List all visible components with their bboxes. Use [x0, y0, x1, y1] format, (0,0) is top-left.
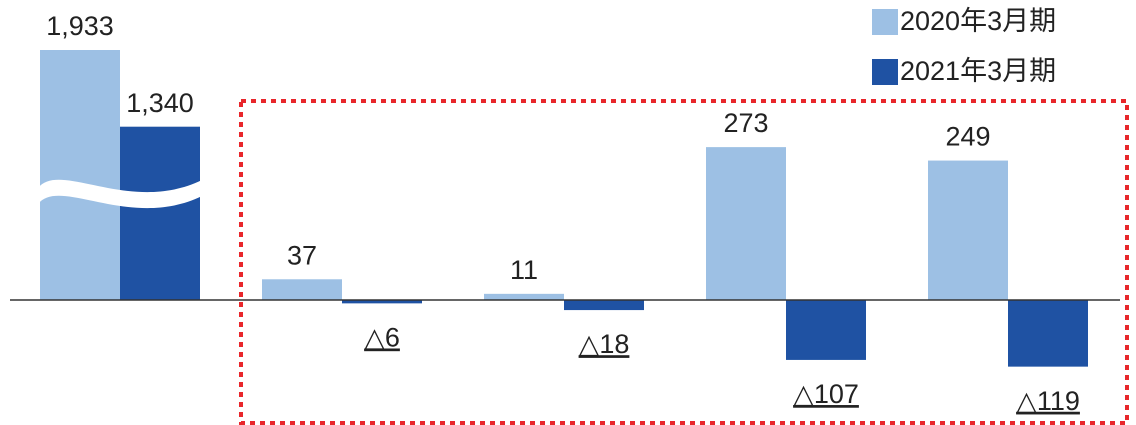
value-label: 37: [287, 240, 317, 270]
bar: [706, 147, 786, 300]
value-label: 249: [945, 122, 990, 152]
bar: [1008, 300, 1088, 367]
legend-label: 2021年3月期: [900, 56, 1056, 86]
value-label: △18: [579, 329, 630, 359]
bar: [484, 293, 564, 300]
bar: [262, 279, 342, 300]
value-label: 273: [723, 108, 768, 138]
bar: [928, 160, 1008, 300]
value-label: 1,933: [46, 11, 114, 41]
bar: [120, 126, 200, 300]
legend-swatch: [872, 9, 898, 35]
value-label: 1,340: [126, 88, 194, 118]
axis-break: [38, 179, 202, 209]
value-label: △107: [793, 379, 859, 409]
bar: [786, 300, 866, 360]
value-label: △119: [1016, 386, 1080, 416]
bar: [564, 300, 644, 311]
legend-swatch: [872, 59, 898, 85]
bar: [40, 50, 120, 300]
legend-label: 2020年3月期: [900, 6, 1056, 36]
value-label: △6: [364, 322, 400, 352]
value-label: 11: [510, 255, 538, 285]
bar: [342, 300, 422, 304]
highlight-box: [239, 99, 1129, 425]
